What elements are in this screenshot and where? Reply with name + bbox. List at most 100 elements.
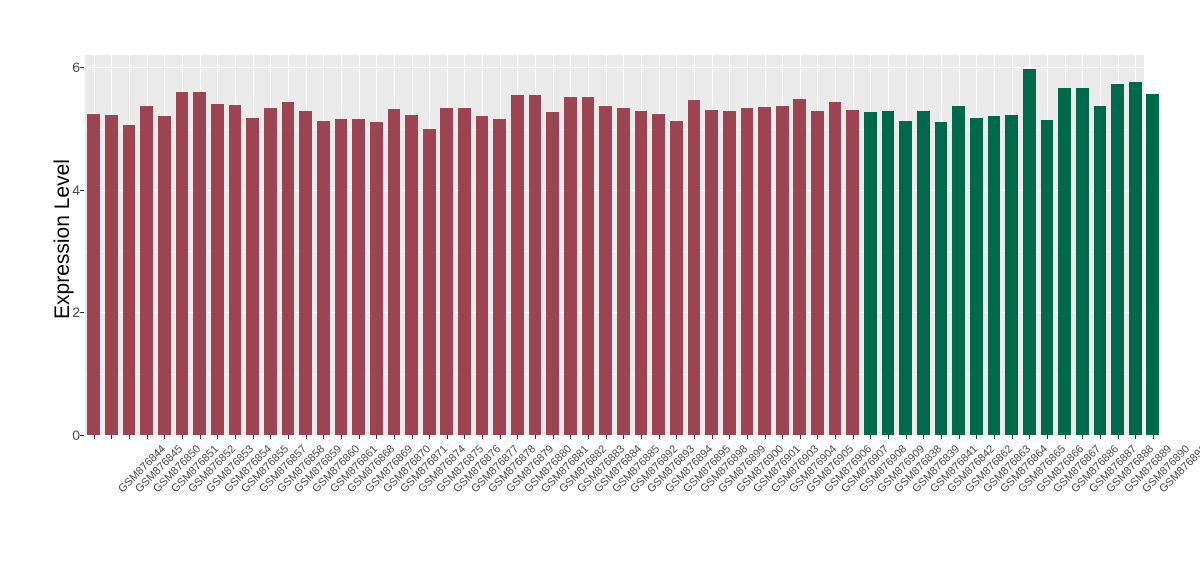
- plot-panel: [85, 55, 1160, 436]
- bar[interactable]: [652, 114, 665, 435]
- bar[interactable]: [105, 115, 118, 435]
- bar[interactable]: [634, 111, 648, 435]
- bar[interactable]: [1111, 84, 1124, 435]
- bar[interactable]: [440, 108, 454, 435]
- x-tick-mark: [1099, 435, 1101, 439]
- bar[interactable]: [140, 106, 154, 435]
- bar[interactable]: [775, 106, 789, 435]
- x-tick-mark: [729, 435, 731, 439]
- x-tick-mark: [588, 435, 590, 439]
- x-tick-mark: [111, 435, 113, 439]
- grid-line-minor: [85, 251, 1144, 253]
- bar[interactable]: [616, 107, 630, 435]
- x-tick-mark: [693, 435, 695, 439]
- x-tick-mark: [1011, 435, 1013, 439]
- x-tick-mark: [305, 435, 307, 439]
- bar[interactable]: [899, 121, 913, 435]
- bar[interactable]: [581, 97, 595, 435]
- x-tick-mark: [676, 435, 678, 439]
- x-tick-mark: [923, 435, 925, 439]
- bar[interactable]: [669, 121, 683, 435]
- bar[interactable]: [969, 117, 983, 435]
- bar[interactable]: [334, 119, 348, 435]
- x-tick-mark: [870, 435, 872, 439]
- x-tick-mark: [287, 435, 289, 439]
- bar[interactable]: [299, 111, 312, 435]
- bar[interactable]: [405, 115, 418, 435]
- bar[interactable]: [1040, 119, 1054, 435]
- y-tick-mark: [80, 435, 84, 436]
- bar[interactable]: [846, 110, 860, 435]
- bar[interactable]: [740, 107, 754, 435]
- bar[interactable]: [193, 92, 207, 435]
- bar[interactable]: [934, 121, 948, 435]
- x-tick-mark: [340, 435, 342, 439]
- y-tick-label: 4: [72, 181, 80, 198]
- bar[interactable]: [1058, 88, 1071, 435]
- y-tick-mark: [80, 312, 84, 314]
- bar[interactable]: [228, 104, 242, 435]
- x-tick-mark: [1064, 435, 1066, 439]
- x-tick-mark: [782, 435, 784, 439]
- x-tick-mark: [446, 435, 448, 439]
- x-tick-mark: [640, 435, 642, 439]
- bar[interactable]: [528, 95, 542, 435]
- grid-line-major: [85, 67, 1144, 69]
- x-tick-mark: [182, 435, 184, 439]
- bar[interactable]: [458, 107, 471, 435]
- bar[interactable]: [511, 95, 524, 435]
- bar[interactable]: [705, 109, 718, 435]
- x-tick-mark: [552, 435, 554, 439]
- x-tick-mark: [164, 435, 166, 439]
- bar[interactable]: [263, 107, 277, 435]
- bar[interactable]: [1005, 115, 1018, 435]
- bar[interactable]: [881, 110, 895, 435]
- bar[interactable]: [281, 101, 295, 435]
- bar[interactable]: [387, 108, 401, 435]
- bar[interactable]: [687, 100, 701, 435]
- bar[interactable]: [246, 117, 260, 435]
- bar[interactable]: [828, 102, 842, 435]
- bar[interactable]: [546, 112, 560, 435]
- bar[interactable]: [422, 128, 436, 435]
- bar[interactable]: [987, 115, 1001, 435]
- y-tick-label: 2: [72, 304, 80, 321]
- bar[interactable]: [793, 99, 807, 435]
- x-tick-mark: [993, 435, 995, 439]
- bar[interactable]: [1075, 88, 1089, 435]
- bar[interactable]: [917, 111, 930, 435]
- bar[interactable]: [1128, 81, 1142, 435]
- bar[interactable]: [175, 92, 189, 435]
- bar[interactable]: [211, 104, 224, 435]
- bar[interactable]: [369, 122, 383, 435]
- x-tick-mark: [429, 435, 431, 439]
- bar[interactable]: [493, 119, 507, 435]
- x-tick-mark: [711, 435, 713, 439]
- x-tick-mark: [1082, 435, 1084, 439]
- x-tick-mark: [129, 435, 131, 439]
- bar[interactable]: [864, 112, 877, 435]
- bar[interactable]: [758, 107, 771, 435]
- x-tick-mark: [93, 435, 95, 439]
- x-tick-mark: [252, 435, 254, 439]
- x-tick-mark: [746, 435, 748, 439]
- bar[interactable]: [1022, 69, 1036, 435]
- grid-line-major: [85, 435, 1144, 436]
- bar[interactable]: [475, 116, 489, 435]
- bar[interactable]: [316, 121, 330, 435]
- x-tick-mark: [905, 435, 907, 439]
- x-tick-mark: [393, 435, 395, 439]
- bar[interactable]: [87, 113, 101, 435]
- bar[interactable]: [564, 97, 577, 435]
- bar[interactable]: [352, 119, 365, 435]
- bar[interactable]: [1146, 94, 1160, 435]
- x-tick-mark: [852, 435, 854, 439]
- bar[interactable]: [722, 110, 736, 435]
- bar[interactable]: [122, 125, 136, 435]
- bar[interactable]: [952, 106, 966, 435]
- bar[interactable]: [811, 111, 824, 435]
- bar[interactable]: [158, 115, 171, 435]
- bar[interactable]: [599, 106, 613, 435]
- bar[interactable]: [1093, 106, 1107, 435]
